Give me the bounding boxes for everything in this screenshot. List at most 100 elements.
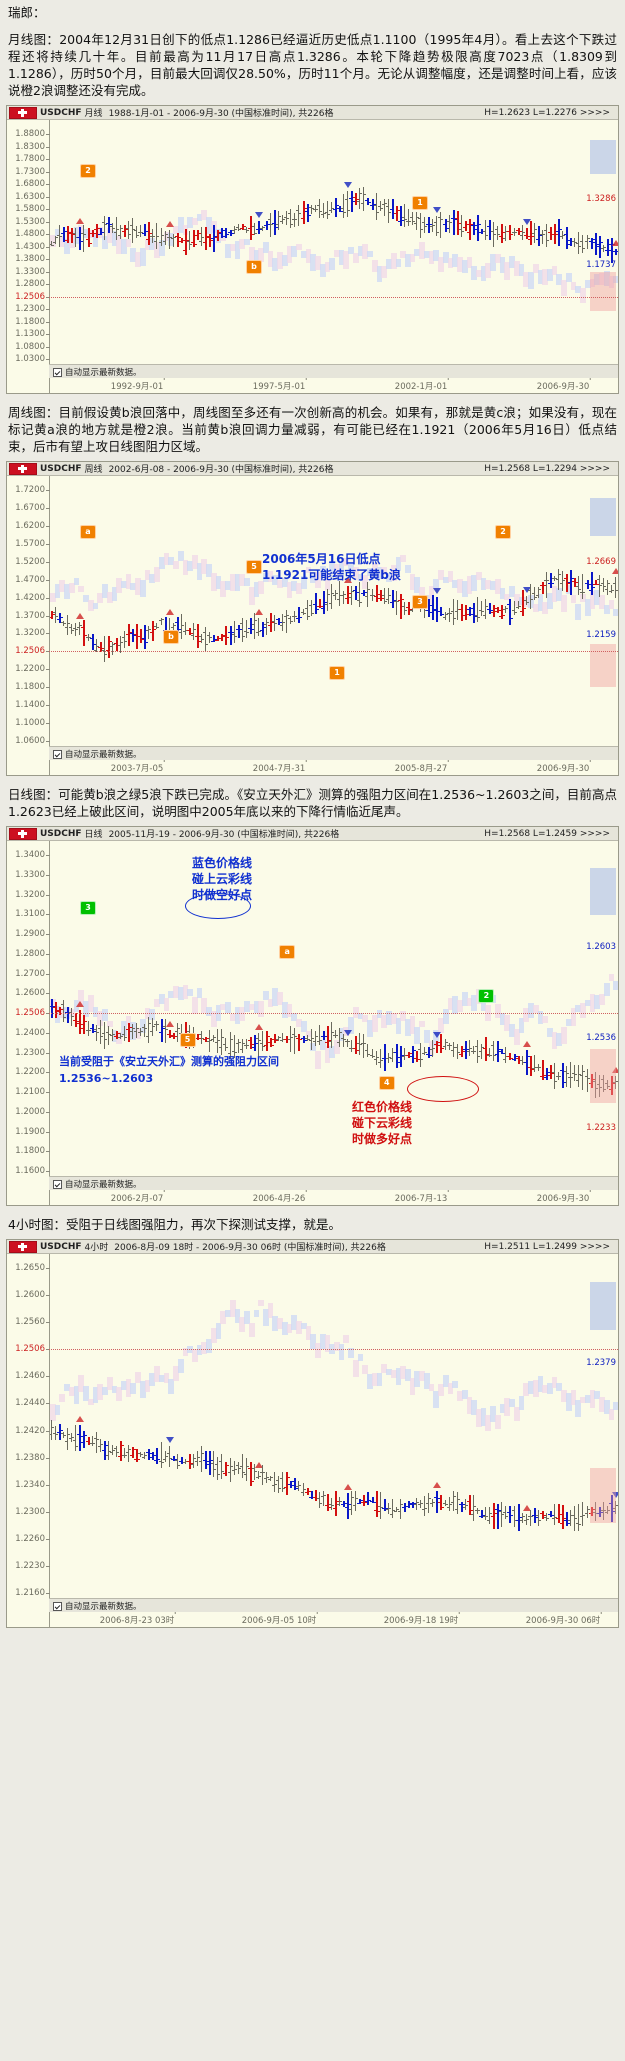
- h4-chart[interactable]: USDCHF 4小时 2006-8月-09 18时 - 2006-9月-30 0…: [6, 1239, 619, 1628]
- price-bar: [527, 1055, 534, 1077]
- price-bar: [462, 1041, 469, 1059]
- cloud-band: [352, 1360, 359, 1377]
- cloud-band: [173, 561, 179, 569]
- price-bar: [101, 1021, 107, 1049]
- price-bar: [122, 225, 129, 238]
- swing-marker: [611, 1067, 618, 1074]
- price-bar: [223, 626, 230, 645]
- price-bar: [117, 1032, 123, 1040]
- cloud-band: [300, 1021, 307, 1033]
- price-bar: [251, 223, 257, 236]
- daily-x-axis: 2006-2月-07 2006-4月-26 2006-7月-13 2006-9月-30: [49, 1188, 618, 1205]
- price-bar: [580, 234, 586, 254]
- cloud-band: [206, 1339, 212, 1354]
- cloud-band: [575, 1004, 582, 1013]
- weekly-autoshow[interactable]: 自动显示最新数据。: [49, 746, 618, 760]
- cloud-band: [277, 991, 283, 1006]
- y-tick: 1.3200: [15, 889, 50, 900]
- price-bar: [272, 1033, 279, 1043]
- price-bar: [138, 225, 144, 238]
- price-bar: [434, 597, 441, 622]
- price-bar: [247, 216, 254, 240]
- symbol-label: USDCHF: [40, 1241, 82, 1252]
- cloud-band: [106, 1377, 113, 1391]
- cloud-band: [457, 1390, 463, 1401]
- weekly-chart[interactable]: USDCHF 周线 2002-6月-08 - 2006-9月-30 (中国标准时…: [6, 461, 619, 776]
- price-bar: [178, 613, 184, 640]
- autoshow-checkbox[interactable]: [53, 368, 62, 377]
- price-bar: [223, 1038, 229, 1051]
- cloud-band: [281, 254, 288, 266]
- cloud-band: [239, 239, 246, 249]
- h4-autoshow[interactable]: 自动显示最新数据。: [49, 1598, 618, 1612]
- price-bar: [81, 620, 88, 646]
- daily-chart[interactable]: USDCHF 日线 2005-11月-19 - 2006-9月-30 (中国标准…: [6, 826, 619, 1206]
- x-tick: 2005-8月-27: [394, 758, 448, 774]
- y-tick: 1.4300: [15, 241, 50, 252]
- swing-marker: [433, 588, 442, 595]
- price-bar: [300, 1482, 306, 1496]
- y-tick: 1.4800: [15, 229, 50, 239]
- price-bar: [195, 1034, 202, 1041]
- price-bar: [138, 1027, 144, 1037]
- cloud-band: [575, 1399, 582, 1417]
- cloud-band: [367, 1373, 373, 1389]
- commentary-daily-text: 日线图：可能黄b浪之绿5浪下跌已完成。《安立天外汇》测算的强阻力区间在1.253…: [8, 787, 617, 819]
- monthly-chart[interactable]: USDCHF 月线 1988-1月-01 - 2006-9月-30 (中国标准时…: [6, 105, 619, 394]
- x-tick: 2003-7月-05: [110, 758, 164, 774]
- autoshow-checkbox[interactable]: [53, 1602, 62, 1611]
- price-bar: [381, 199, 387, 217]
- cloud-band: [490, 1406, 496, 1423]
- cloud-band: [405, 1018, 411, 1037]
- monthly-candles: 2 b 1 1.3286 1.1737: [50, 120, 618, 365]
- price-bar: [535, 587, 541, 598]
- price-bar: [304, 1034, 310, 1041]
- cloud-band: [589, 994, 596, 1012]
- price-bar: [568, 1062, 574, 1089]
- h4-plot[interactable]: 1.2650 1.2600 1.2560 1.2506 1.2460 1.2440 1.24…: [7, 1254, 618, 1627]
- price-bar: [377, 590, 384, 601]
- cloud-band: [414, 1371, 421, 1388]
- cloud-band: [457, 578, 463, 593]
- price-bar: [243, 226, 249, 233]
- price-label: 1.2233: [586, 1123, 616, 1134]
- price-bar: [126, 624, 133, 646]
- x-tick: 2006-4月-26: [252, 1188, 306, 1204]
- price-bar: [235, 624, 242, 638]
- price-bar: [77, 1010, 84, 1034]
- price-bar: [410, 1501, 417, 1509]
- cloud-band: [192, 554, 198, 570]
- price-bar: [174, 1022, 180, 1042]
- cloud-band: [613, 1402, 618, 1410]
- autoshow-checkbox[interactable]: [53, 1180, 62, 1189]
- weekly-plot[interactable]: 1.7200 1.6700 1.6200 1.5700 1.5200 1.4700 1.42…: [7, 476, 618, 775]
- price-bar: [268, 213, 274, 238]
- monthly-autoshow[interactable]: 自动显示最新数据。: [49, 364, 618, 378]
- monthly-plot[interactable]: 1.8800 1.8300 1.7800 1.7300 1.6800 1.6300 1.58…: [7, 120, 618, 393]
- autoshow-checkbox[interactable]: [53, 750, 62, 759]
- cloud-band: [608, 973, 615, 982]
- cloud-band: [229, 1013, 236, 1021]
- cloud-band: [442, 251, 449, 263]
- price-bar: [495, 1041, 502, 1063]
- current-price-line: [49, 1013, 618, 1014]
- price-bar: [316, 1491, 322, 1508]
- swing-marker: [522, 1505, 531, 1512]
- cloud-band: [310, 254, 317, 271]
- h4-chart-header: USDCHF 4小时 2006-8月-09 18时 - 2006-9月-30 0…: [7, 1240, 618, 1254]
- x-tick: 2006-9月-30: [536, 1188, 590, 1204]
- cloud-band: [296, 1018, 302, 1027]
- daily-annotation-resistance: 当前受阻于《安立天外汇》测算的强阻力区间 1.2536~1.2603: [59, 1055, 279, 1085]
- price-bar: [361, 590, 368, 596]
- price-bar: [535, 1510, 541, 1527]
- price-bar: [320, 590, 327, 615]
- price-bar: [389, 589, 396, 608]
- current-price-line: [49, 651, 618, 653]
- price-bar: [142, 1452, 148, 1459]
- daily-plot[interactable]: 1.3400 1.3300 1.3200 1.3100 1.2900 1.2800 1.27…: [7, 841, 618, 1205]
- daily-autoshow[interactable]: 自动显示最新数据。: [49, 1176, 618, 1190]
- high-low-label: H=1.2623 L=1.2276 >>>>: [484, 107, 610, 118]
- price-bar: [487, 1048, 493, 1057]
- cloud-band: [551, 1032, 558, 1049]
- cloud-band: [509, 256, 515, 268]
